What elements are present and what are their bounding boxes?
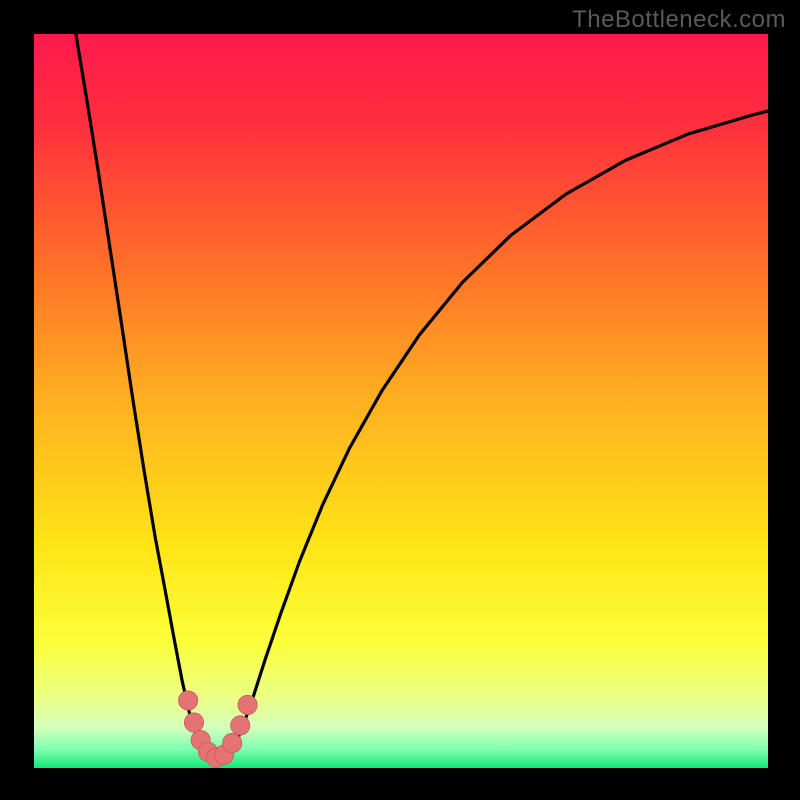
plot-area [34,34,768,768]
bead-marker [184,713,203,732]
bead-marker [179,691,198,710]
bottleneck-chart-svg [34,34,768,768]
bead-marker [231,716,250,735]
watermark-text: TheBottleneck.com [572,6,786,34]
figure-frame: TheBottleneck.com [0,0,800,800]
bead-marker [223,733,242,752]
gradient-background [34,34,768,768]
bead-marker [238,695,257,714]
